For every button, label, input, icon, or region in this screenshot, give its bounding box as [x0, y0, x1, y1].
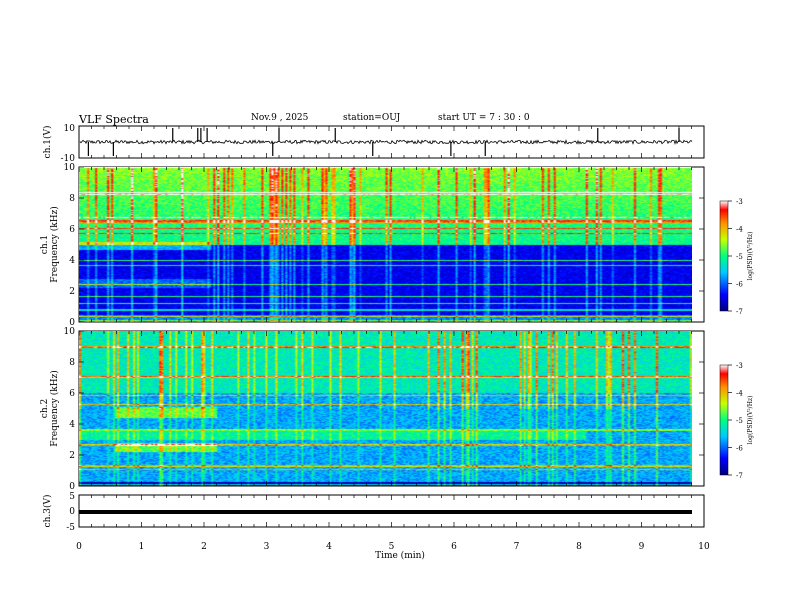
x-tick-label: 7 — [514, 542, 520, 552]
ch2-cbar-label: log(PSD)(V²/Hz) — [747, 396, 754, 445]
ch1-ylabel-line1: ch.1 — [40, 235, 50, 254]
start-time-label: start UT = 7 : 30 : 0 — [438, 113, 530, 123]
date-label: Nov.9 , 2025 — [251, 113, 309, 123]
ch1-waveform-line — [79, 139, 693, 146]
ch2-ylabel-line2: Frequency (kHz) — [49, 370, 60, 447]
ch2-ylabel-line1: ch.2 — [40, 399, 50, 418]
station-label: station=OUJ — [343, 113, 401, 123]
ch2-colorbar — [719, 364, 729, 476]
ch2-ytick-label: 6 — [69, 389, 75, 399]
ch2-cbar-tick-label: -7 — [736, 472, 743, 480]
ch2-ytick-label: 2 — [69, 451, 75, 461]
ch1-ytick-label: 8 — [69, 194, 75, 204]
x-tick-label: 9 — [639, 542, 645, 552]
x-tick-label: 2 — [201, 542, 207, 552]
ch1-cbar-tick-label: -3 — [736, 198, 743, 206]
ch1-ytick-label: 4 — [69, 256, 75, 266]
ch1-colorbar — [719, 200, 729, 312]
ch2-cbar-tick-label: -3 — [736, 362, 743, 370]
ch1-cbar-tick-label: -6 — [736, 281, 743, 289]
ch3-waveform-line — [79, 510, 692, 514]
x-tick-label: 1 — [139, 542, 145, 552]
ch2-cbar-tick-label: -6 — [736, 445, 743, 453]
ch1-ytick-label: 10 — [64, 124, 76, 134]
figure-title: VLF Spectra — [79, 113, 149, 126]
x-tick-label: 8 — [576, 542, 582, 552]
x-tick-label: 0 — [76, 542, 82, 552]
ch1-ytick-label: 2 — [69, 287, 75, 297]
ch1-spectrogram-image — [79, 167, 692, 322]
ch1-cbar-label: log(PSD)(V²/Hz) — [747, 232, 754, 281]
ch1-cbar-tick-label: -5 — [736, 253, 743, 261]
x-tick-label: 10 — [698, 542, 710, 552]
x-tick-label: 5 — [389, 542, 395, 552]
ch2-cbar-tick-label: -4 — [736, 390, 743, 398]
x-tick-label: 4 — [326, 542, 332, 552]
ch2-ytick-label: 0 — [69, 482, 75, 492]
ch2-cbar-tick-label: -5 — [736, 417, 743, 425]
ch2-ytick-label: 8 — [69, 358, 75, 368]
ch1-ylabel-line2: Frequency (kHz) — [49, 206, 60, 283]
ch1-ytick-label: 10 — [64, 163, 76, 173]
ch1-cbar-tick-label: -4 — [736, 226, 743, 234]
x-tick-label: 6 — [451, 542, 457, 552]
ch3-ylabel: ch.3(V) — [42, 495, 53, 528]
ch1-ylabel: ch.1(V) — [42, 126, 53, 159]
x-axis-label: Time (min) — [375, 550, 425, 561]
ch1-ytick-label: -10 — [61, 154, 76, 164]
ch1-cbar-tick-label: -7 — [736, 308, 743, 316]
ch2-spectrogram-image — [79, 331, 692, 486]
ch3-ytick-label: 5 — [69, 492, 75, 502]
ch2-ytick-label: 10 — [64, 327, 76, 337]
ch1-ytick-label: 0 — [69, 318, 75, 328]
ch3-ytick-label: 0 — [69, 507, 75, 517]
ch3-ytick-label: -5 — [66, 523, 75, 533]
x-tick-label: 3 — [264, 542, 270, 552]
ch2-ytick-label: 4 — [69, 420, 75, 430]
ch1-ytick-label: 6 — [69, 225, 75, 235]
